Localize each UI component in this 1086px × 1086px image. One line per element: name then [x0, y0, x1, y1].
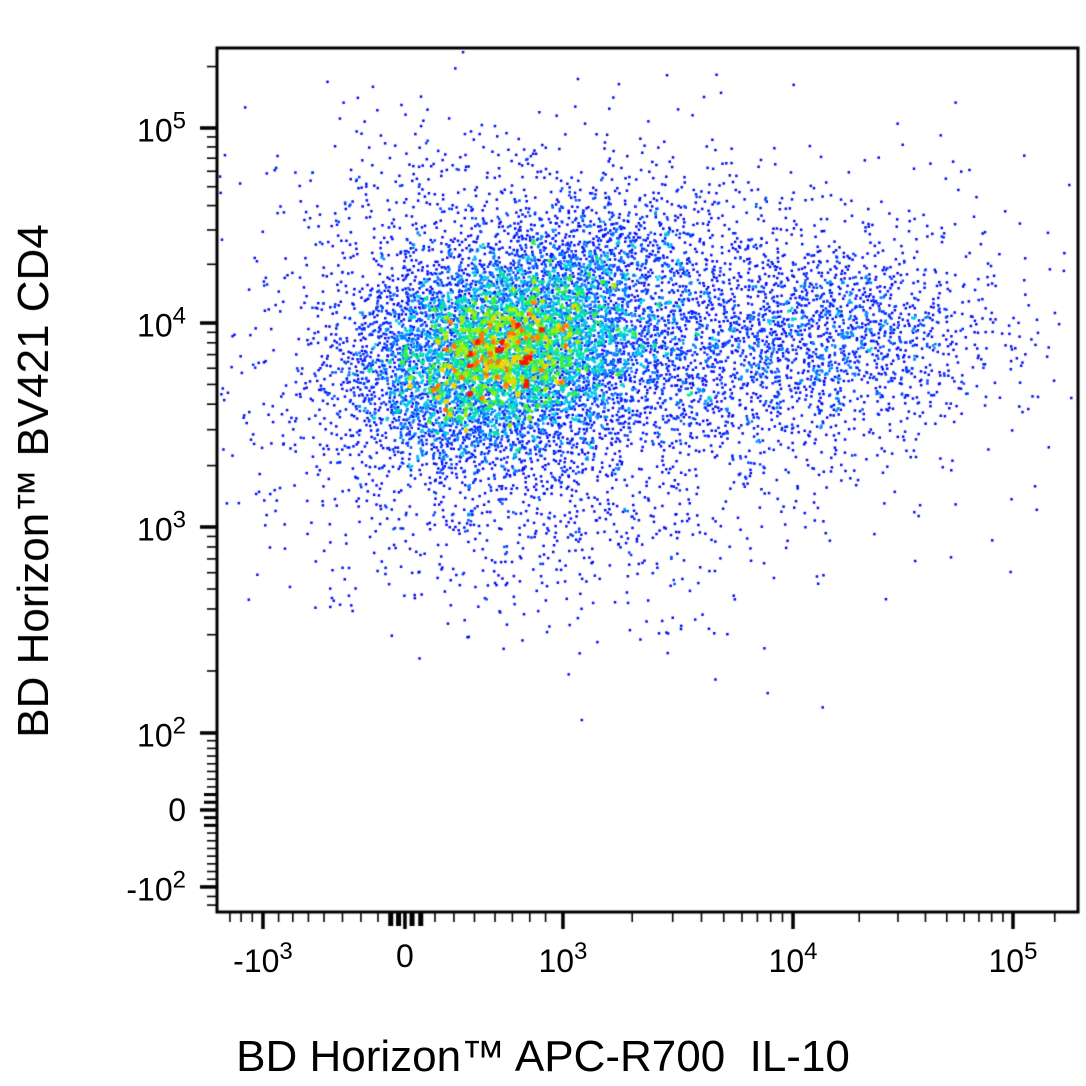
y-tick-label: 102	[137, 712, 186, 754]
x-tick-label: 0	[396, 938, 414, 974]
x-tick-label: 103	[538, 938, 588, 979]
x-axis-title: BD Horizon™ APC-R700 IL-10	[236, 1032, 850, 1081]
y-tick-label: 104	[137, 302, 186, 344]
y-tick-label: 105	[137, 107, 186, 149]
y-tick-label: -102	[126, 866, 186, 908]
x-tick-label: 104	[768, 938, 818, 979]
y-tick-label: 103	[137, 506, 186, 548]
y-tick-label: 0	[168, 791, 186, 828]
x-tick-label: 105	[988, 938, 1038, 979]
y-axis-title: BD Horizon™ BV421 CD4	[9, 224, 58, 738]
x-tick-label: -103	[233, 938, 293, 979]
